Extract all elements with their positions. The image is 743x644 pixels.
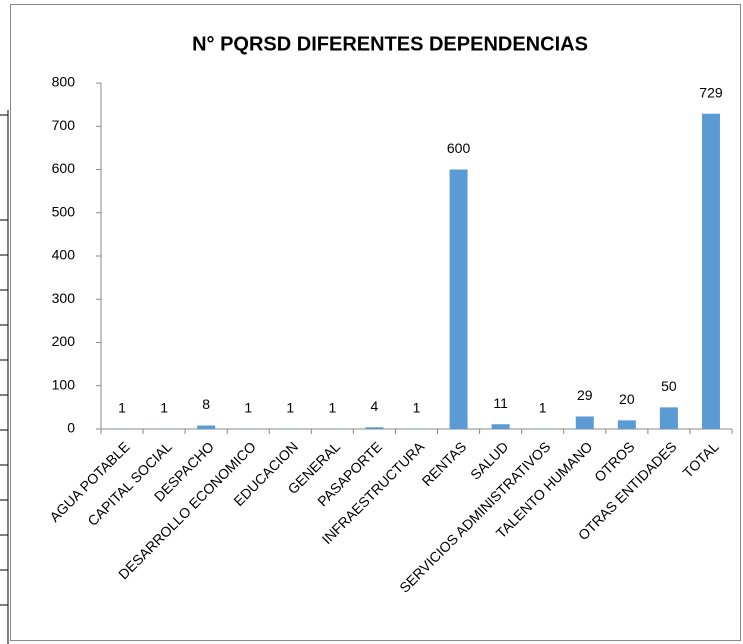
data-label: 729: [699, 84, 723, 100]
bar: [617, 420, 636, 429]
bar: [197, 425, 216, 429]
data-label: 1: [118, 399, 126, 415]
data-label: 4: [371, 398, 379, 414]
data-label: 1: [539, 399, 547, 415]
bar: [575, 416, 594, 429]
data-label: 1: [328, 399, 336, 415]
y-tick-label: 500: [52, 203, 76, 219]
bar: [449, 169, 468, 429]
data-label: 20: [619, 391, 635, 407]
data-label: 1: [413, 399, 421, 415]
y-tick-label: 200: [52, 333, 76, 349]
data-label: 29: [577, 387, 593, 403]
y-tick-label: 0: [67, 420, 75, 436]
spreadsheet-fragment: [0, 110, 9, 644]
y-tick-label: 600: [52, 160, 76, 176]
bar: [365, 427, 384, 429]
data-label: 8: [202, 396, 210, 412]
y-tick-label: 400: [52, 247, 76, 263]
data-label: 1: [160, 399, 168, 415]
data-label: 1: [286, 399, 294, 415]
y-tick-label: 700: [52, 117, 76, 133]
data-label: 1: [244, 399, 252, 415]
y-tick-label: 300: [52, 290, 76, 306]
bar: [491, 424, 510, 429]
data-label: 600: [447, 140, 471, 156]
chart-title: N° PQRSD DIFERENTES DEPENDENCIAS: [192, 33, 588, 55]
y-tick-label: 800: [52, 74, 76, 90]
data-label: 50: [661, 378, 677, 394]
bar: [701, 113, 720, 430]
y-tick-label: 100: [52, 376, 76, 392]
chart-frame: [10, 4, 741, 641]
data-label: 11: [493, 395, 508, 411]
bar: [659, 407, 678, 429]
